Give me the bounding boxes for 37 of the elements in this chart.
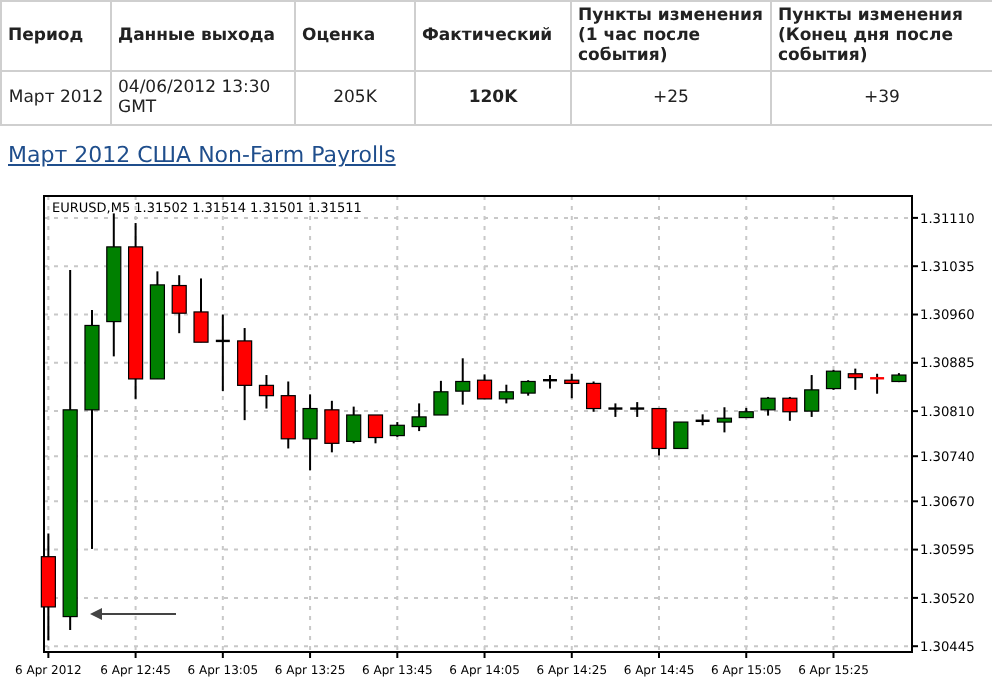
- candlestick: [324, 399, 340, 454]
- chart-title: Март 2012 США Non-Farm Payrolls: [8, 142, 396, 168]
- candlestick: [825, 368, 842, 391]
- text: Оценка: [295, 1, 415, 71]
- text: Пункты изменения (1 час после события): [571, 1, 771, 71]
- candlestick: [498, 383, 514, 405]
- candlestick: [280, 380, 296, 450]
- text: Данные выхода: [111, 1, 295, 71]
- candlestick: [673, 421, 689, 450]
- candlestick: [367, 413, 384, 445]
- candlestick: [237, 327, 253, 422]
- candlestick: [411, 402, 427, 433]
- candlestick: [760, 395, 776, 417]
- text: Пункты изменения (Конец дня после события): [771, 1, 992, 71]
- text: 120K: [415, 71, 571, 125]
- candlestick: [433, 379, 449, 416]
- text: 04/06/2012 13:30 GMT: [111, 71, 295, 125]
- candlestick: [564, 372, 580, 400]
- candlestick: [171, 274, 187, 335]
- candlestick: [651, 407, 667, 457]
- candlestick: [346, 405, 362, 445]
- candlestick: [847, 367, 863, 391]
- candlestick: [716, 406, 733, 434]
- candlestick: [476, 373, 493, 400]
- candlestick: [585, 380, 602, 413]
- text: +39: [771, 71, 992, 125]
- candlestick: [258, 374, 275, 410]
- candlestick: [782, 395, 798, 422]
- text: 205K: [295, 71, 415, 125]
- candlestick: [193, 277, 209, 344]
- candlestick: [455, 357, 471, 406]
- text: +25: [571, 71, 771, 125]
- text: Фактический: [415, 1, 571, 71]
- candlestick: [804, 374, 820, 418]
- text: Период: [1, 1, 111, 71]
- text: Март 2012: [1, 71, 111, 125]
- candlestick: [302, 393, 318, 472]
